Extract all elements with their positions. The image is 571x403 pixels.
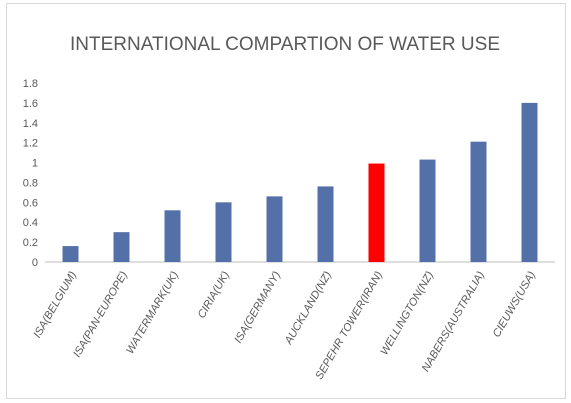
- bar-isa-germany: [266, 196, 283, 262]
- bar-nabers-australia: [470, 141, 487, 262]
- y-tick-label: 1.4: [23, 118, 38, 130]
- x-tick-label: ISA(PAN-EUROPE): [71, 269, 130, 359]
- y-tick-label: 1.8: [23, 78, 38, 90]
- y-tick-label: 1: [32, 158, 38, 170]
- x-tick-label: ISA(GERMANY): [232, 269, 283, 345]
- bar-isa-pan-europe: [113, 232, 130, 262]
- x-tick-label: CIEUWS(USA): [491, 269, 539, 339]
- y-tick-label: 0: [32, 257, 38, 269]
- bar-watermark-uk: [164, 210, 181, 262]
- y-tick-label: 0.4: [23, 217, 38, 229]
- bar-isa-belgium: [62, 246, 79, 262]
- bar-sepehr-tower-iran: [368, 163, 385, 262]
- bar-auckland-nz: [317, 186, 334, 262]
- x-tick-label: AUCKLAND(NZ): [282, 269, 334, 347]
- chart-title: INTERNATIONAL COMPARTION OF WATER USE: [70, 34, 500, 55]
- y-tick-label: 0.2: [23, 237, 38, 249]
- y-tick-label: 0.6: [23, 197, 38, 209]
- x-tick-label: WATERMARK(UK): [124, 269, 181, 356]
- y-tick-label: 1.2: [23, 138, 38, 150]
- bars: [62, 102, 538, 262]
- bar-ciria-uk: [215, 202, 232, 262]
- bar-wellington-nz: [419, 159, 436, 262]
- y-tick-label: 1.6: [23, 98, 38, 110]
- x-tick-label: CIRIA(UK): [196, 269, 233, 320]
- y-tick-label: 0.8: [23, 177, 38, 189]
- x-tick-label: WELLINGTON(NZ): [378, 269, 436, 357]
- x-tick-label: ISA(BELGIUM): [31, 269, 79, 340]
- y-axis-ticks: 0 0.2 0.4 0.6 0.8 1 1.2 1.4 1.6 1.8: [23, 78, 38, 269]
- bar-cieuws-usa: [521, 102, 538, 262]
- x-axis-labels: ISA(BELGIUM)ISA(PAN-EUROPE)WATERMARK(UK)…: [31, 269, 538, 381]
